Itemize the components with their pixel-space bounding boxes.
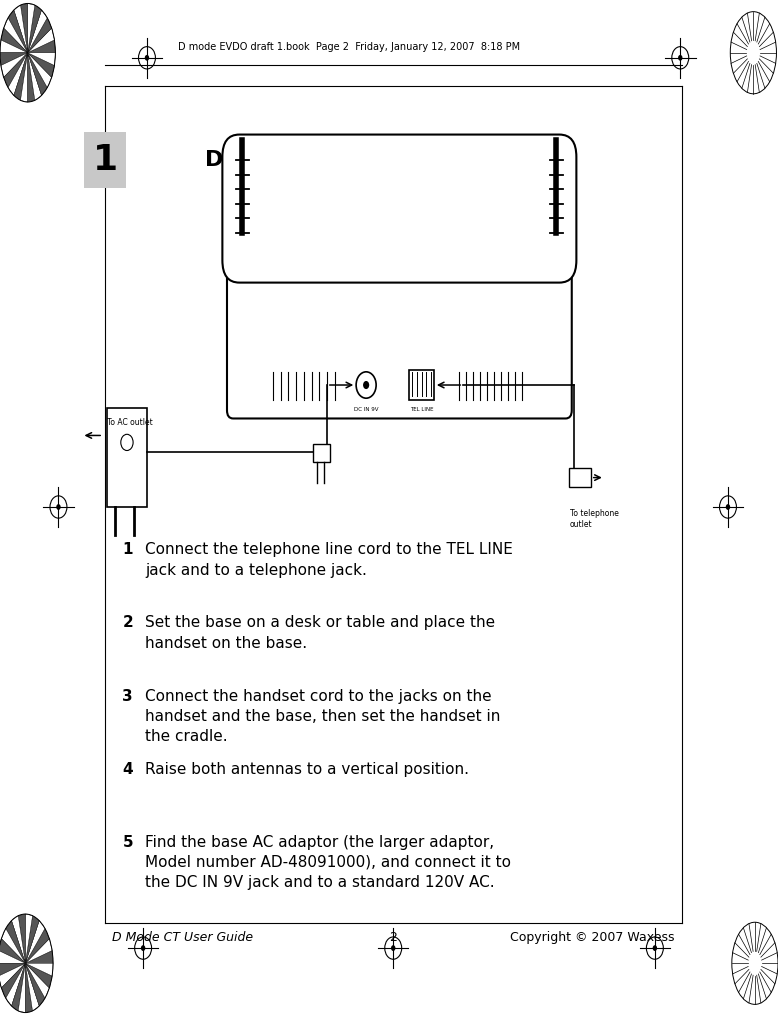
Polygon shape (28, 53, 35, 102)
Polygon shape (28, 40, 55, 53)
Polygon shape (26, 963, 39, 1011)
Text: D mode EVDO draft 1.book  Page 2  Friday, January 12, 2007  8:18 PM: D mode EVDO draft 1.book Page 2 Friday, … (177, 42, 520, 52)
Text: TEL LINE: TEL LINE (410, 408, 433, 413)
FancyBboxPatch shape (227, 247, 572, 419)
FancyBboxPatch shape (223, 135, 576, 283)
Text: Raise both antennas to a vertical position.: Raise both antennas to a vertical positi… (145, 762, 469, 777)
Polygon shape (0, 40, 28, 53)
Polygon shape (5, 921, 26, 963)
Circle shape (141, 945, 145, 951)
Circle shape (145, 55, 149, 61)
Polygon shape (8, 53, 28, 95)
Text: Desk or Table: Desk or Table (205, 150, 374, 170)
Polygon shape (2, 963, 26, 998)
Polygon shape (20, 3, 28, 53)
Polygon shape (1, 28, 28, 53)
Polygon shape (28, 3, 35, 53)
Polygon shape (5, 963, 26, 1006)
Polygon shape (26, 921, 45, 963)
Circle shape (363, 381, 370, 389)
Polygon shape (26, 963, 33, 1013)
Polygon shape (28, 5, 41, 53)
Text: To AC outlet: To AC outlet (107, 418, 152, 427)
Polygon shape (12, 916, 26, 963)
Polygon shape (26, 963, 53, 976)
Polygon shape (28, 28, 54, 53)
Polygon shape (26, 939, 52, 963)
Text: Connect the handset cord to the jacks on the
handset and the base, then set the : Connect the handset cord to the jacks on… (145, 689, 501, 744)
Polygon shape (20, 53, 28, 102)
Polygon shape (26, 963, 52, 988)
Text: Find the base AC adaptor (the larger adaptor,
Model number AD-48091000), and con: Find the base AC adaptor (the larger ada… (145, 835, 511, 890)
Polygon shape (14, 53, 28, 100)
Polygon shape (28, 53, 54, 77)
Polygon shape (0, 950, 26, 963)
Circle shape (121, 434, 133, 450)
Text: To telephone
outlet: To telephone outlet (570, 509, 619, 529)
Bar (84, 132, 126, 188)
Text: Set the base on a desk or table and place the
handset on the base.: Set the base on a desk or table and plac… (145, 615, 496, 651)
Polygon shape (14, 5, 28, 53)
Polygon shape (18, 914, 26, 963)
Polygon shape (26, 963, 49, 998)
Polygon shape (28, 10, 47, 53)
Text: 5: 5 (122, 835, 133, 850)
Polygon shape (28, 53, 55, 66)
Polygon shape (18, 963, 26, 1013)
Polygon shape (26, 914, 33, 963)
Polygon shape (12, 963, 26, 1011)
Text: Connect the telephone line cord to the TEL LINE
jack and to a telephone jack.: Connect the telephone line cord to the T… (145, 542, 513, 578)
Polygon shape (28, 53, 51, 87)
Polygon shape (26, 929, 49, 963)
Text: D Mode CT User Guide: D Mode CT User Guide (112, 932, 254, 944)
Polygon shape (2, 929, 26, 963)
Polygon shape (26, 950, 53, 963)
Circle shape (678, 55, 682, 61)
Polygon shape (0, 963, 26, 976)
Text: 1: 1 (93, 143, 117, 176)
Polygon shape (1, 53, 28, 77)
Polygon shape (0, 53, 28, 66)
Circle shape (391, 945, 395, 951)
Circle shape (653, 945, 657, 951)
Polygon shape (26, 916, 39, 963)
Bar (409, 370, 434, 401)
Text: 3: 3 (122, 689, 133, 704)
Polygon shape (0, 939, 26, 963)
Text: Copyright © 2007 Waxess: Copyright © 2007 Waxess (510, 932, 674, 944)
Text: DC IN 9V: DC IN 9V (354, 408, 378, 413)
Polygon shape (4, 53, 28, 87)
Polygon shape (0, 963, 26, 988)
Circle shape (726, 504, 731, 510)
Polygon shape (4, 18, 28, 53)
Bar (569, 468, 591, 487)
Polygon shape (28, 53, 41, 100)
Polygon shape (26, 963, 45, 1006)
Polygon shape (8, 10, 28, 53)
Bar (107, 408, 147, 507)
Circle shape (56, 504, 61, 510)
Circle shape (356, 372, 376, 399)
Text: 2: 2 (122, 615, 133, 631)
Text: 4: 4 (122, 762, 133, 777)
Text: 2: 2 (389, 932, 397, 944)
Polygon shape (28, 53, 47, 95)
Text: 1: 1 (122, 542, 133, 558)
Bar (313, 444, 330, 462)
Polygon shape (28, 18, 51, 53)
